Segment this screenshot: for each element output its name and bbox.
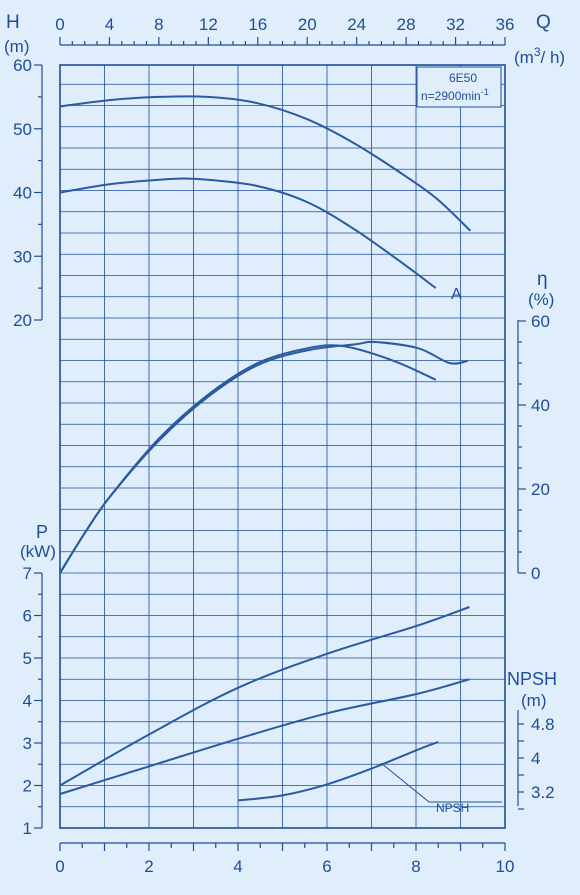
npsh-tick-label: 3.2 bbox=[531, 783, 555, 802]
q-top-tick-label: 28 bbox=[397, 15, 416, 34]
q-unit-suffix: / h) bbox=[541, 48, 566, 67]
p-tick-label: 2 bbox=[23, 777, 32, 796]
q-top-tick-label: 24 bbox=[347, 15, 366, 34]
q-top-tick-label: 36 bbox=[496, 15, 515, 34]
q-axis-label: Q bbox=[536, 12, 551, 33]
npsh-curve bbox=[237, 740, 439, 802]
h-tick-label: 20 bbox=[13, 311, 32, 330]
p-tick-label: 7 bbox=[23, 564, 32, 583]
q-top-tick-label: 12 bbox=[199, 15, 218, 34]
power-curve bbox=[59, 606, 470, 787]
q-bottom-tick-label: 6 bbox=[322, 857, 331, 876]
head-curve bbox=[59, 95, 472, 232]
h-tick-label: 60 bbox=[13, 56, 32, 75]
p-axis-label: P bbox=[36, 522, 48, 542]
h-tick-label: 50 bbox=[13, 120, 32, 139]
npsh-axis-label: NPSH bbox=[507, 669, 557, 689]
q-axis-unit: (m3/ h) bbox=[514, 45, 565, 67]
q-bottom-tick-label: 4 bbox=[233, 857, 242, 876]
q-top-tick-label: 32 bbox=[446, 15, 465, 34]
eta-tick-label: 60 bbox=[531, 312, 550, 331]
tick-labels: 0 4 8 12 16 20 24 28 32 360 2 4 6 8 102030405060020406… bbox=[13, 15, 555, 876]
npsh-axis-unit: (m) bbox=[521, 691, 546, 710]
npsh-curve-label: NPSH bbox=[436, 801, 469, 815]
npsh-tick-label: 4.8 bbox=[531, 715, 555, 734]
speed-exponent: -1 bbox=[481, 87, 489, 97]
power-curve bbox=[59, 678, 470, 795]
p-tick-label: 3 bbox=[23, 734, 32, 753]
q-top-tick-label: 0 bbox=[55, 15, 64, 34]
h-tick-label: 40 bbox=[13, 184, 32, 203]
npsh-callout-line bbox=[380, 762, 430, 803]
p-axis-unit: (kW) bbox=[20, 542, 56, 561]
plot-frame bbox=[59, 64, 506, 829]
curve-a-label: A bbox=[451, 286, 462, 303]
eta-tick-label: 0 bbox=[531, 564, 540, 583]
q-bottom-tick-label: 8 bbox=[411, 857, 420, 876]
q-unit-superscript: 3 bbox=[534, 45, 541, 59]
speed-label: n=2900min bbox=[421, 89, 481, 103]
efficiency-curve bbox=[59, 340, 469, 574]
p-tick-label: 1 bbox=[23, 819, 32, 838]
p-tick-label: 4 bbox=[23, 692, 32, 711]
q-top-tick-label: 4 bbox=[105, 15, 114, 34]
eta-tick-label: 20 bbox=[531, 480, 550, 499]
h-tick-label: 30 bbox=[13, 247, 32, 266]
model-speed: n=2900min-1 bbox=[421, 87, 489, 103]
model-name: 6E50 bbox=[449, 71, 477, 85]
q-top-tick-label: 8 bbox=[154, 15, 163, 34]
q-top-tick-label: 16 bbox=[248, 15, 267, 34]
p-tick-label: 6 bbox=[23, 607, 32, 626]
npsh-tick-label: 4 bbox=[531, 749, 540, 768]
q-bottom-tick-label: 0 bbox=[55, 857, 64, 876]
h-axis-label: H bbox=[6, 12, 20, 33]
eta-tick-label: 40 bbox=[531, 396, 550, 415]
performance-curves bbox=[59, 95, 472, 802]
model-box bbox=[416, 66, 502, 108]
tick-marks bbox=[34, 37, 526, 851]
q-unit-prefix: (m bbox=[514, 48, 534, 67]
head-curve-a bbox=[59, 177, 437, 289]
eta-axis-unit: (%) bbox=[528, 290, 554, 309]
q-top-tick-label: 20 bbox=[298, 15, 317, 34]
p-tick-label: 5 bbox=[23, 649, 32, 668]
eta-axis-label: η bbox=[537, 269, 548, 290]
q-bottom-tick-label: 2 bbox=[144, 857, 153, 876]
q-bottom-tick-label: 10 bbox=[496, 857, 515, 876]
h-axis-unit: (m) bbox=[4, 37, 29, 56]
grid-lines bbox=[60, 65, 505, 828]
